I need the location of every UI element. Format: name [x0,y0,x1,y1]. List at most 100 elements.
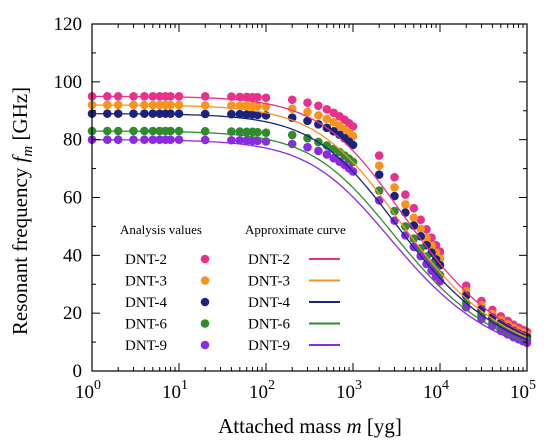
y-tick-label: 40 [63,245,82,266]
data-point-dnt-9 [314,146,323,156]
legend-marker-dnt-9 [200,340,210,350]
data-point-dnt-4 [174,109,184,118]
data-point-dnt-6 [166,126,175,136]
x-tick-label: 102 [249,378,275,403]
data-point-dnt-9 [235,135,245,145]
y-axis-label-text: Resonant frequency [8,162,32,335]
y-tick-label: 80 [63,130,82,151]
data-point-dnt-9 [374,196,384,205]
data-point-dnt-3 [401,200,410,209]
y-tick-label: 60 [63,188,82,209]
approximate-curve-dnt-2 [92,95,528,336]
legend-marker-dnt-4 [200,297,210,307]
data-point-dnt-9 [390,216,399,225]
approximate-curve-dnt-9 [92,139,528,346]
y-tick-label: 20 [63,303,82,324]
data-point-dnt-2 [314,101,323,111]
data-point-dnt-4 [303,116,312,126]
y-tick-label: 0 [73,361,83,382]
x-axis-label-var: m [346,414,361,438]
legend-label-curve-dnt-6: DNT-6 [248,317,290,333]
x-tick-label: 101 [162,378,188,403]
data-point-dnt-4 [314,120,323,129]
legend-label-points-dnt-4: DNT-4 [125,295,167,311]
data-point-dnt-9 [253,136,262,146]
legend: Analysis values Approximate curve DNT-2 D… [120,222,346,354]
legend-marker-dnt-6 [200,319,210,328]
data-point-dnt-6 [174,126,184,136]
legend-label-curve-dnt-3: DNT-3 [248,274,290,290]
data-point-dnt-2 [409,203,419,213]
y-axis-label-sub: m [20,146,36,157]
y-axis-label-unit: [GHz] [8,87,32,146]
legend-marker-dnt-2 [200,254,210,264]
approximate-curve-dnt-6 [92,130,528,344]
data-point-dnt-6 [200,126,210,136]
x-tick-label: 105 [510,378,536,403]
data-point-dnt-2 [348,122,358,131]
data-point-dnt-6 [303,133,312,143]
legend-label-curve-dnt-4: DNT-4 [248,295,290,311]
legend-header-analysis-values: Analysis values [120,222,202,237]
data-point-dnt-6 [322,141,332,150]
data-point-dnt-4 [253,110,262,120]
data-point-dnt-4 [401,208,410,217]
data-point-dnt-3 [409,213,419,223]
data-point-dnt-9 [435,277,445,286]
data-point-dnt-4 [200,109,210,119]
data-point-dnt-2 [200,91,210,101]
data-point-dnt-6 [261,128,271,138]
approximate-curves-layer [92,95,528,346]
data-point-dnt-4 [416,231,425,241]
legend-label-curve-dnt-9: DNT-9 [248,338,290,354]
x-tick-label: 100 [75,378,101,403]
data-point-dnt-9 [322,150,332,159]
data-point-dnt-2 [303,98,312,107]
data-point-dnt-6 [401,222,410,231]
data-point-dnt-3 [314,111,323,120]
data-point-dnt-2 [253,92,262,102]
data-point-dnt-6 [287,130,297,140]
x-axis-label-unit: [yg] [362,414,402,438]
axis-ticks-layer: 0 20 40 60 80 100 120 100 101 102 103 104 105 [54,14,537,403]
data-point-dnt-6 [235,127,245,136]
legend-label-curve-dnt-2: DNT-2 [248,252,290,268]
approximate-curve-dnt-4 [92,113,528,341]
data-point-dnt-2 [261,93,271,103]
data-point-dnt-6 [253,127,262,137]
data-point-dnt-3 [390,183,399,192]
data-point-dnt-9 [200,135,210,145]
legend-label-points-dnt-9: DNT-9 [125,338,167,354]
x-axis-label-text: Attached mass [218,414,346,438]
data-point-dnt-4 [235,109,245,119]
data-point-dnt-3 [166,100,175,110]
data-point-dnt-9 [303,142,312,152]
data-point-dnt-3 [253,101,262,111]
legend-label-points-dnt-6: DNT-6 [125,317,167,333]
data-point-dnt-6 [374,186,384,195]
y-tick-label: 120 [54,14,83,35]
approximate-curve-dnt-3 [92,104,528,339]
legend-header-approximate-curve: Approximate curve [245,222,346,237]
legend-label-points-dnt-2: DNT-2 [125,252,167,268]
y-axis-label-var: f [8,153,32,162]
data-point-dnt-3 [200,100,210,110]
data-point-dnt-3 [303,107,312,117]
data-point-dnt-3 [235,101,245,110]
data-point-dnt-2 [416,215,425,225]
data-point-dnt-3 [374,161,384,170]
data-point-dnt-9 [427,266,436,275]
data-point-dnt-3 [322,114,332,124]
data-point-dnt-9 [174,135,184,144]
legend-label-points-dnt-3: DNT-3 [125,274,167,290]
data-point-dnt-2 [401,190,410,199]
data-point-dnt-2 [322,105,332,114]
data-point-dnt-4 [348,140,358,150]
x-tick-label: 103 [336,378,362,403]
data-point-dnt-2 [287,95,297,105]
data-point-dnt-4 [374,170,384,179]
data-point-dnt-2 [374,151,384,160]
data-point-dnt-3 [174,100,184,110]
x-axis-label: Attached mass m [yg] [218,414,402,438]
